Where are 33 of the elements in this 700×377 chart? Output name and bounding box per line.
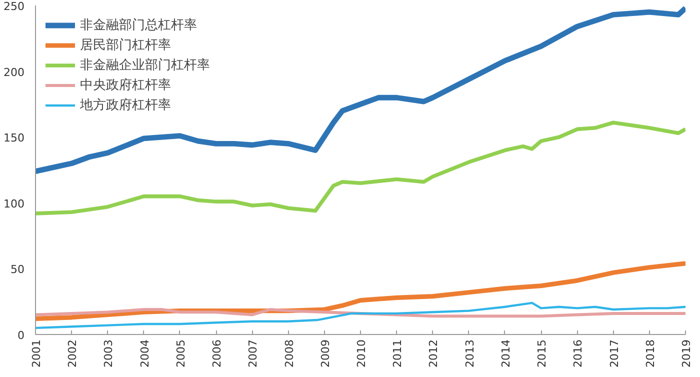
y-tick-label: 50 (10, 263, 25, 276)
x-tick-label: 2001 (30, 339, 43, 368)
y-tick-label: 250 (4, 0, 25, 13)
x-tick-label: 2015 (536, 339, 549, 368)
x-tick-label: 2011 (391, 339, 404, 368)
legend-label: 居民部门杠杆率 (80, 37, 171, 54)
legend-label: 地方政府杠杆率 (80, 97, 171, 114)
legend-label: 非金融部门总杠杆率 (80, 17, 197, 34)
x-tick-label: 2006 (210, 339, 224, 368)
line-series (36, 308, 686, 318)
line-series (36, 120, 686, 216)
y-tick-label: 200 (4, 66, 25, 79)
x-tick-label: 2005 (174, 339, 188, 368)
x-tick-label: 2016 (572, 339, 585, 368)
y-tick-label: 0 (18, 329, 24, 342)
x-tick-label: 2003 (102, 339, 116, 368)
legend-label: 非金融企业部门杠杆率 (80, 57, 210, 74)
x-tick-label: 2004 (138, 339, 152, 368)
x-tick-label: 2013 (463, 339, 476, 368)
x-tick-label: 2018 (644, 339, 657, 368)
y-tick-label: 150 (4, 132, 25, 145)
x-tick-label: 2009 (318, 339, 332, 368)
x-tick-label: 2017 (608, 339, 621, 368)
x-tick-label: 2002 (66, 339, 80, 368)
x-tick-label: 2012 (427, 339, 440, 368)
line-series (36, 302, 686, 330)
x-tick-label: 2007 (246, 339, 260, 368)
x-tick-label: 2010 (355, 339, 368, 368)
x-tick-label: 2019 (680, 339, 693, 368)
x-tick-label: 2014 (499, 339, 512, 368)
y-tick-label: 100 (4, 197, 25, 210)
legend-label: 中央政府杠杆率 (80, 77, 171, 94)
x-tick-label: 2008 (282, 339, 296, 368)
